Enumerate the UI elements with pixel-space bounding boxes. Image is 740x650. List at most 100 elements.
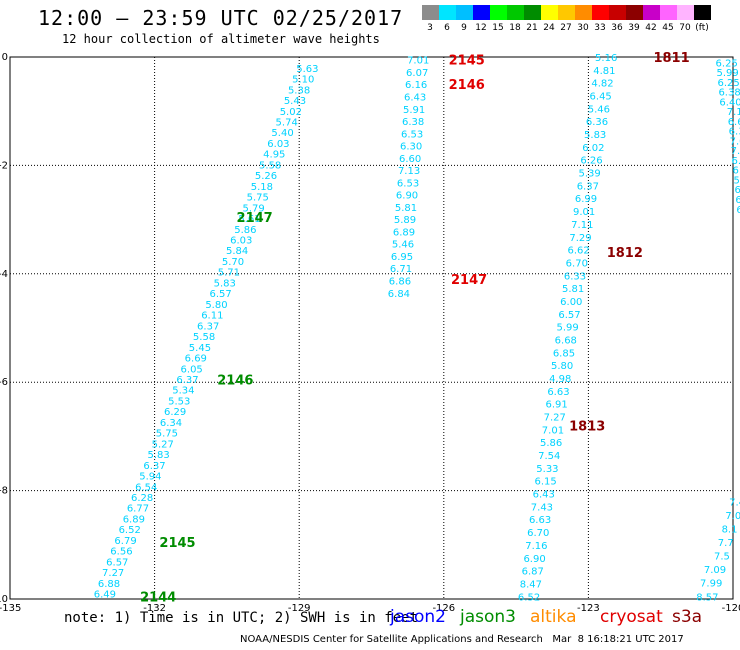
wave-height-value: 5.83: [147, 450, 169, 461]
wave-height-value: 6.07: [406, 68, 428, 79]
y-tick-label: -6: [0, 377, 8, 388]
wave-height-value: 6.25: [716, 58, 738, 69]
wave-height-value: 6.37: [176, 375, 198, 386]
color-scale-label: 3: [427, 23, 433, 33]
wave-height-value: 6.49: [94, 590, 116, 601]
wave-height-value: 5.61: [238, 214, 260, 225]
wave-height-value: 5.94: [139, 472, 161, 483]
wave-height-value: 6.87: [522, 567, 544, 578]
wave-height-value: 6.53: [397, 178, 419, 189]
wave-height-value: 6.36: [586, 117, 608, 128]
wave-height-value: 7.09: [704, 565, 726, 576]
wave-height-value: 6.7: [736, 205, 740, 216]
wave-height-value: 5.27: [152, 439, 174, 450]
wave-height-value: 5.80: [205, 300, 227, 311]
wave-height-value: 7.54: [538, 451, 560, 462]
color-swatch: [439, 5, 456, 20]
x-tick-label: -129: [288, 603, 311, 614]
wave-height-value: 7.43: [531, 502, 553, 513]
wave-height-value: 6.99: [575, 194, 597, 205]
wave-height-value: 6.90: [523, 554, 545, 565]
wave-height-value: 6.52: [518, 592, 540, 603]
color-scale-label: 12: [475, 23, 487, 33]
wave-height-value: 6.37: [197, 321, 219, 332]
wave-height-value: 8.47: [520, 579, 542, 590]
color-scale-label: 33: [594, 23, 606, 33]
wave-height-value: 6.26: [580, 156, 602, 167]
wave-height-value: 7.11: [571, 220, 593, 231]
satellite-legend-entry: jason3: [460, 607, 516, 627]
wave-height-value: 6.40: [719, 97, 740, 108]
color-swatch: [558, 5, 575, 20]
color-scale-label: 42: [645, 23, 657, 33]
wave-height-value: 6.05: [181, 364, 203, 375]
chart-title: 12:00 – 23:59 UTC 02/25/2017: [38, 6, 404, 30]
wave-height-value: 5.26: [255, 171, 277, 182]
wave-height-value: 6.03: [230, 236, 252, 247]
wave-height-value: 6.71: [390, 264, 412, 275]
x-tick-label: -120: [722, 603, 740, 614]
wave-height-value: 5.16: [595, 53, 617, 64]
wave-height-value: 5.99: [717, 68, 739, 79]
color-scale-label: 15: [492, 23, 504, 33]
wave-height-value: 7.7: [718, 538, 734, 549]
wave-height-value: 7.99: [700, 579, 722, 590]
satellite-legend-entry: s3a: [672, 607, 703, 627]
wave-height-value: 6.28: [131, 493, 153, 504]
color-swatch: [643, 5, 660, 20]
wave-height-value: 5.10: [292, 75, 314, 86]
wave-height-value: 6.57: [209, 289, 231, 300]
wave-height-value: 5.71: [218, 268, 240, 279]
pass-time-label: 2147: [237, 211, 273, 226]
wave-height-value: 5.33: [536, 464, 558, 475]
wave-height-value: 5.46: [588, 104, 610, 115]
wave-height-value: 8.57: [696, 592, 718, 603]
wave-height-value: 6.79: [114, 536, 136, 547]
wave-height-value: 5.75: [156, 429, 178, 440]
color-swatch: [507, 5, 524, 20]
wave-height-value: 7.13: [398, 166, 420, 177]
wave-height-value: 5.40: [271, 128, 293, 139]
wave-height-value: 6.57: [558, 310, 580, 321]
wave-height-value: 6.8: [734, 185, 740, 196]
chart-subtitle: 12 hour collection of altimeter wave hei…: [62, 32, 380, 46]
wave-height-value: 6.91: [545, 400, 567, 411]
color-swatch: [575, 5, 592, 20]
color-swatch: [541, 5, 558, 20]
wave-height-value: 5.79: [243, 203, 265, 214]
plot-frame: [9, 56, 734, 600]
color-scale-label: 36: [611, 23, 623, 33]
wave-height-value: 6.54: [135, 482, 157, 493]
wave-height-value: 5.86: [234, 225, 256, 236]
wave-height-value: 6.37: [143, 461, 165, 472]
wave-height-value: 4.98: [549, 374, 571, 385]
wave-height-value: 6.77: [127, 504, 149, 515]
wave-height-value: 6.70: [566, 258, 588, 269]
wave-height-value: 5.38: [288, 85, 310, 96]
pass-time-label: 2144: [140, 590, 176, 605]
wave-height-value: 9.01: [573, 207, 595, 218]
wave-height-value: 5.81: [562, 284, 584, 295]
color-scale-label: 21: [526, 23, 538, 33]
wave-height-value: 7.1: [727, 107, 740, 118]
wave-height-value: 6.62: [568, 246, 590, 257]
color-swatch: [677, 5, 694, 20]
credit-line: NOAA/NESDIS Center for Satellite Applica…: [240, 634, 684, 645]
wave-height-value: 5.18: [251, 182, 273, 193]
wave-height-value: 6.37: [577, 181, 599, 192]
wave-height-value: 5.80: [551, 361, 573, 372]
wave-height-value: 5.81: [395, 203, 417, 214]
wave-height-value: 6.38: [718, 88, 740, 99]
wave-height-value: 7.27: [102, 568, 124, 579]
wave-height-value: 6.56: [110, 547, 132, 558]
wave-height-value: 6.02: [582, 143, 604, 154]
wave-height-value: 5.86: [540, 438, 562, 449]
wave-height-value: 6.25: [717, 78, 739, 89]
wave-height-value: 6.52: [119, 525, 141, 536]
wave-height-value: 6.43: [533, 490, 555, 501]
pass-time-label: 1812: [607, 246, 643, 261]
color-scale-label: 39: [628, 23, 640, 33]
wave-height-value: 5.84: [226, 246, 248, 257]
y-tick-label: -10: [0, 594, 8, 605]
